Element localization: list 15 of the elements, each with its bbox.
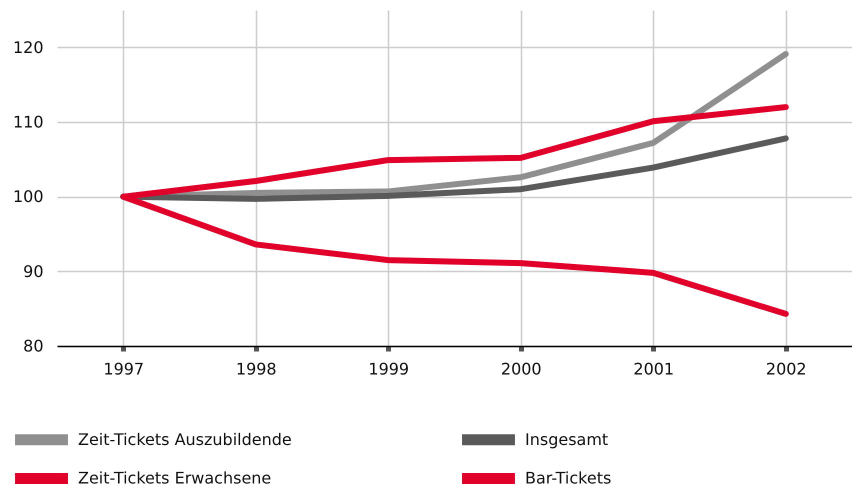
y-tick-label: 120 xyxy=(12,38,44,57)
legend-label: Zeit-Tickets Erwachsene xyxy=(78,468,272,488)
y-tick-label: 90 xyxy=(23,262,44,281)
legend-label: Insgesamt xyxy=(525,430,608,449)
x-tick-label: 1997 xyxy=(103,360,144,378)
y-tick-label: 80 xyxy=(23,336,44,356)
x-tick-label: 1999 xyxy=(368,360,410,378)
y-tick-label: 100 xyxy=(12,187,44,206)
x-tick-label: 2001 xyxy=(633,360,674,378)
y-tick-label: 110 xyxy=(12,112,44,132)
x-tick-label: 2000 xyxy=(500,360,542,378)
legend-label: Bar-Tickets xyxy=(525,468,612,488)
x-tick-label: 1998 xyxy=(236,360,277,378)
x-tick-label: 2002 xyxy=(766,360,807,378)
legend-label: Zeit-Tickets Auszubildende xyxy=(78,430,292,449)
